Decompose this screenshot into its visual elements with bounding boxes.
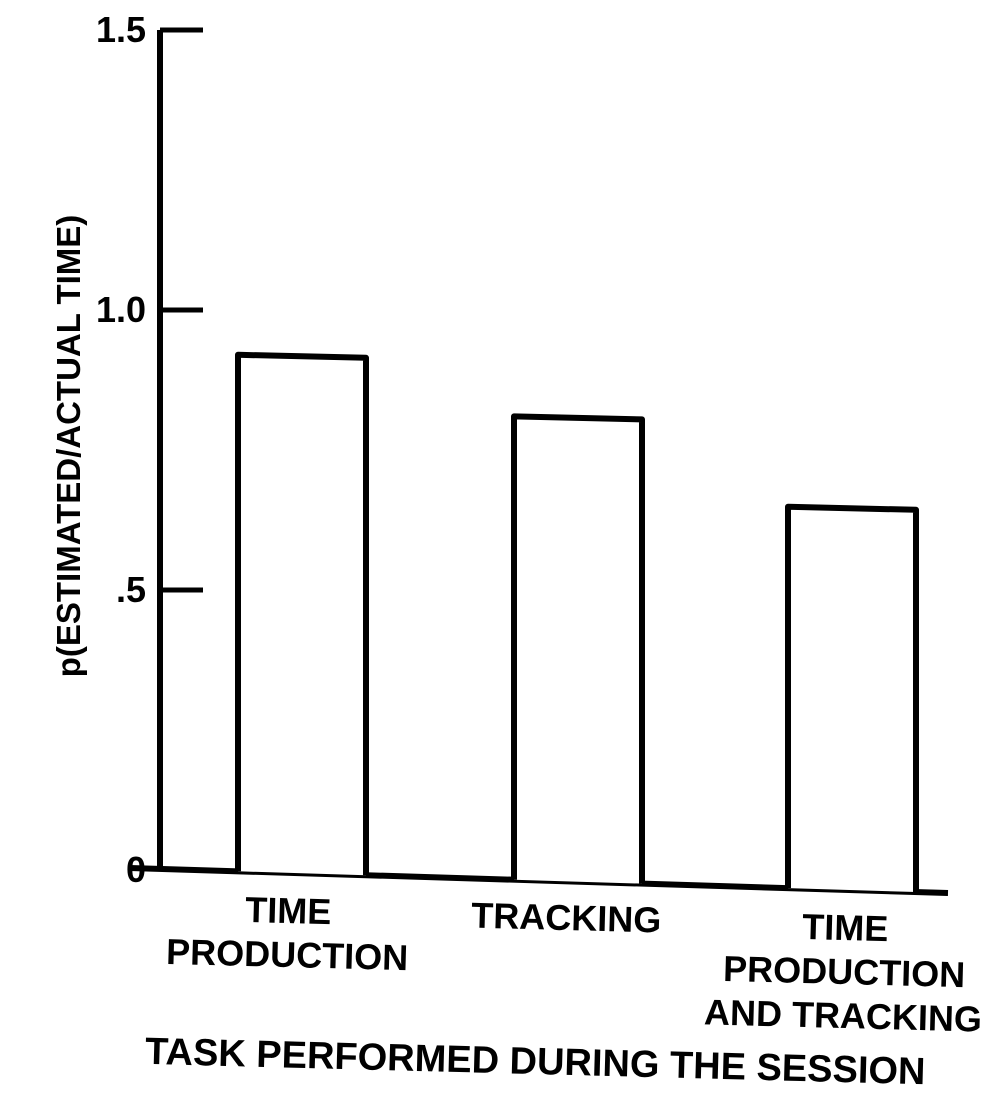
x-tick-label: TRACKING xyxy=(471,895,662,941)
y-tick-label: .5 xyxy=(116,569,146,610)
bars xyxy=(235,351,919,893)
y-tick-label: 1.0 xyxy=(96,289,146,330)
y-tick-label: 1.5 xyxy=(96,9,146,50)
x-tick-label: TIMEPRODUCTION xyxy=(166,887,410,978)
x-tick-label-line: PRODUCTION xyxy=(166,931,409,978)
x-tick-label-line: TIME xyxy=(802,906,889,949)
y-axis: 0.51.01.5 xyxy=(96,9,203,890)
x-tick-label-line: PRODUCTION xyxy=(723,948,966,995)
x-axis-title: TASK PERFORMED DURING THE SESSION xyxy=(145,1031,926,1093)
y-axis-title: p(ESTIMATED/ACTUAL TIME) xyxy=(50,215,87,678)
x-tick-label: TIMEPRODUCTIONAND TRACKING xyxy=(704,903,985,1039)
x-tick-label-line: TRACKING xyxy=(471,895,662,941)
x-tick-label-line: TIME xyxy=(245,889,332,932)
y-ticks: 0.51.01.5 xyxy=(96,9,203,890)
x-tick-label-line: AND TRACKING xyxy=(704,991,983,1039)
bar xyxy=(511,413,645,884)
bar xyxy=(785,503,919,893)
bar xyxy=(235,351,369,876)
